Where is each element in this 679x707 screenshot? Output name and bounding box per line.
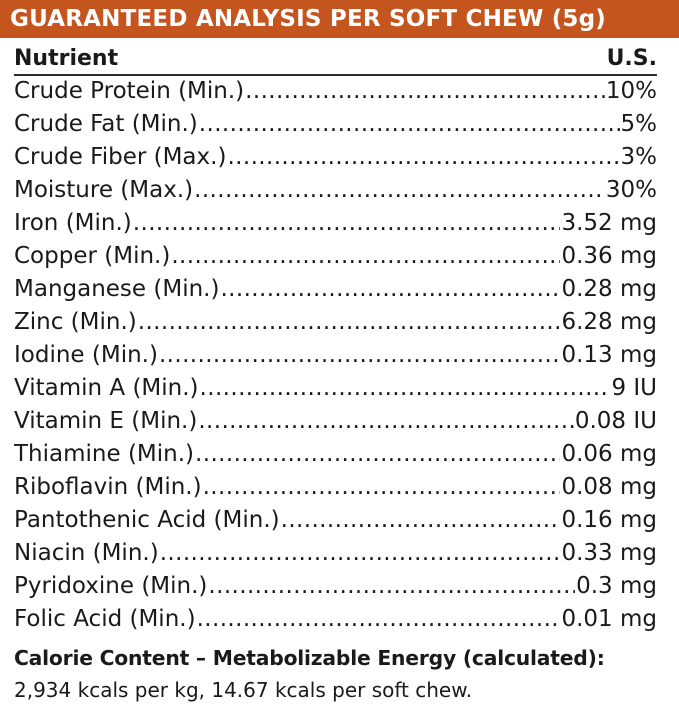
nutrient-value: 30% <box>605 177 657 203</box>
nutrient-name: Niacin (Min.) <box>14 540 159 566</box>
table-row: Niacin (Min.) 0.33 mg <box>14 540 657 573</box>
nutrient-value: 0.01 mg <box>561 606 657 632</box>
nutrient-value: 0.08 mg <box>561 474 657 500</box>
dot-leader <box>245 78 605 104</box>
table-row: Vitamin E (Min.) 0.08 IU <box>14 408 657 441</box>
nutrient-name: Zinc (Min.) <box>14 309 137 335</box>
nutrient-value: 0.28 mg <box>561 276 657 302</box>
nutrient-value: 9 IU <box>611 375 657 401</box>
banner-title: GUARANTEED ANALYSIS PER SOFT CHEW (5g) <box>10 6 607 32</box>
table-row: Zinc (Min.) 6.28 mg <box>14 309 657 342</box>
table-row: Moisture (Max.) 30% <box>14 177 657 210</box>
nutrient-value: 0.33 mg <box>561 540 657 566</box>
nutrient-table: Crude Protein (Min.) 10% Crude Fat (Min.)… <box>14 78 657 639</box>
dot-leader <box>208 573 575 599</box>
nutrient-name: Iodine (Min.) <box>14 342 158 368</box>
calorie-heading: Calorie Content – Metabolizable Energy (… <box>14 646 605 670</box>
nutrient-value: 0.36 mg <box>561 243 657 269</box>
table-row: Thiamine (Min.) 0.06 mg <box>14 441 657 474</box>
dot-leader <box>195 441 560 467</box>
dot-leader <box>194 177 605 203</box>
dot-leader <box>171 243 560 269</box>
table-row: Pyridoxine (Min.) 0.3 mg <box>14 573 657 606</box>
nutrient-name: Thiamine (Min.) <box>14 441 195 467</box>
dot-leader <box>198 408 574 434</box>
nutrient-value: 10% <box>605 78 657 104</box>
nutrient-name: Moisture (Max.) <box>14 177 194 203</box>
table-row: Iodine (Min.) 0.13 mg <box>14 342 657 375</box>
nutrient-name: Iron (Min.) <box>14 210 132 236</box>
table-row: Iron (Min.) 3.52 mg <box>14 210 657 243</box>
nutrient-name: Crude Protein (Min.) <box>14 78 245 104</box>
nutrient-value: 0.06 mg <box>561 441 657 467</box>
table-row: Crude Protein (Min.) 10% <box>14 78 657 111</box>
dot-leader <box>197 606 561 632</box>
nutrient-name: Copper (Min.) <box>14 243 171 269</box>
dot-leader <box>281 507 561 533</box>
analysis-banner: GUARANTEED ANALYSIS PER SOFT CHEW (5g) <box>0 0 679 38</box>
nutrient-value: 3% <box>620 144 658 170</box>
dot-leader <box>133 210 561 236</box>
nutrient-name: Vitamin A (Min.) <box>14 375 199 401</box>
table-row: Crude Fiber (Max.) 3% <box>14 144 657 177</box>
nutrient-value: 5% <box>620 111 658 137</box>
dot-leader <box>220 276 560 302</box>
dot-leader <box>199 111 620 137</box>
dot-leader <box>138 309 561 335</box>
table-row: Folic Acid (Min.) 0.01 mg <box>14 606 657 639</box>
nutrient-name: Pyridoxine (Min.) <box>14 573 208 599</box>
calorie-text: 2,934 kcals per kg, 14.67 kcals per soft… <box>14 678 473 702</box>
table-row: Crude Fat (Min.) 5% <box>14 111 657 144</box>
dot-leader <box>200 375 611 401</box>
table-header: Nutrient U.S. <box>14 42 657 76</box>
us-column-header: U.S. <box>606 45 657 71</box>
table-row: Manganese (Min.) 0.28 mg <box>14 276 657 309</box>
nutrient-name: Crude Fiber (Max.) <box>14 144 227 170</box>
nutrient-name: Manganese (Min.) <box>14 276 220 302</box>
nutrient-value: 3.52 mg <box>561 210 657 236</box>
dot-leader <box>159 342 561 368</box>
nutrient-value: 0.16 mg <box>561 507 657 533</box>
nutrient-value: 0.08 IU <box>574 408 657 434</box>
nutrient-value: 0.13 mg <box>561 342 657 368</box>
nutrient-name: Riboflavin (Min.) <box>14 474 202 500</box>
nutrient-name: Crude Fat (Min.) <box>14 111 198 137</box>
nutrient-name: Folic Acid (Min.) <box>14 606 196 632</box>
dot-leader <box>160 540 561 566</box>
nutrient-name: Vitamin E (Min.) <box>14 408 198 434</box>
nutrient-value: 0.3 mg <box>576 573 657 599</box>
table-row: Copper (Min.) 0.36 mg <box>14 243 657 276</box>
table-row: Pantothenic Acid (Min.) 0.16 mg <box>14 507 657 540</box>
table-row: Riboflavin (Min.) 0.08 mg <box>14 474 657 507</box>
nutrient-name: Pantothenic Acid (Min.) <box>14 507 280 533</box>
dot-leader <box>203 474 561 500</box>
nutrient-value: 6.28 mg <box>561 309 657 335</box>
nutrient-column-header: Nutrient <box>14 45 119 71</box>
dot-leader <box>227 144 619 170</box>
table-row: Vitamin A (Min.) 9 IU <box>14 375 657 408</box>
